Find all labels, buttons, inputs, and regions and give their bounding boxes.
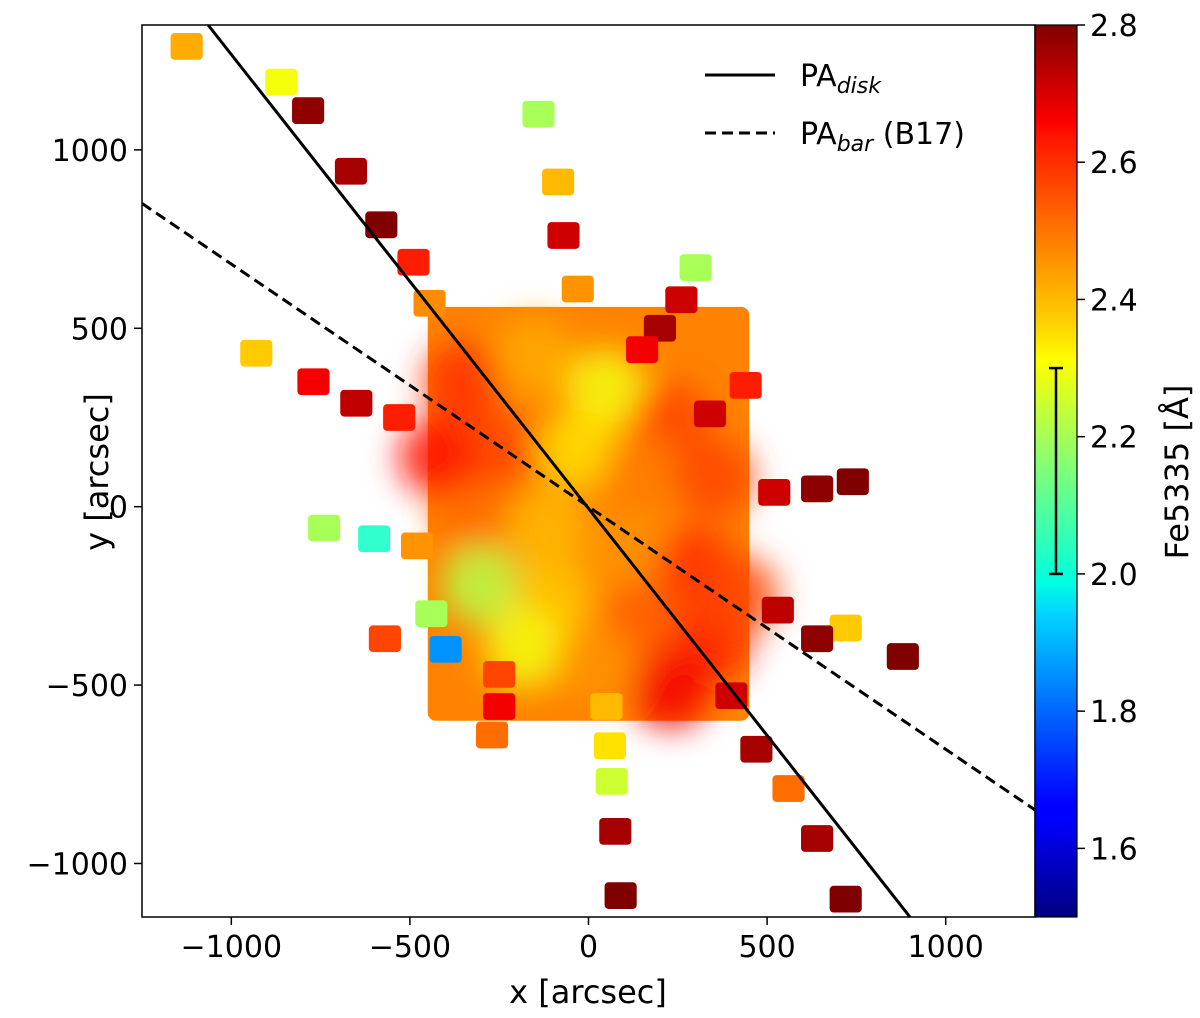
legend: PAdisk PAbar (B17) [705,59,965,157]
tile-6 [397,248,430,276]
x-tick-label: −1000 [181,930,282,965]
x-tick-label: 0 [579,930,598,965]
variation-blob-8 [673,438,754,519]
tile-25 [590,693,623,720]
tile-11 [383,404,416,431]
legend-label-2: PAbar (B17) [800,117,965,157]
tile-45 [772,775,805,802]
colorbar-errorbar [1049,366,1063,576]
variation-blob-13 [441,545,522,626]
tile-9 [297,368,330,396]
tile-37 [801,475,834,503]
y-tick-label: 500 [71,312,128,347]
tile-3 [292,97,325,125]
x-tick-label: 500 [738,930,795,965]
tile-42 [886,643,919,670]
tile-36 [758,479,791,506]
y-axis: −1000 −500 0 500 1000 [27,134,142,882]
tile-35 [693,400,727,428]
x-tick-label: 1000 [908,930,984,965]
variation-blob-1 [423,341,504,422]
tile-2 [265,68,298,96]
variation-blob-21 [698,555,779,636]
variation-blob-20 [398,416,479,497]
x-tick-label: −500 [369,930,451,965]
y-tick-label: −1000 [27,847,128,882]
tile-13 [358,525,391,553]
tile-24 [561,275,594,303]
colorbar-tick-label: 2.2 [1090,421,1138,456]
tile-18 [483,660,516,688]
tile-15 [368,625,401,653]
pa-line-bar [142,202,1035,812]
tile-27 [595,768,628,795]
tile-19 [483,693,516,720]
tile-16 [415,600,448,628]
x-axis: −1000 −500 0 500 1000 [181,917,984,965]
colorbar-ticks: 1.6 1.8 2.0 2.2 2.4 2.6 2.8 [1077,9,1138,867]
variation-blob-3 [566,348,647,429]
tile-20 [475,721,509,749]
colorbar-tick-label: 1.8 [1090,695,1138,730]
tile-4 [334,157,368,185]
pa-lines [142,25,1035,917]
variation-blob-7 [602,434,683,515]
tile-10 [340,389,373,417]
tile-44 [740,735,773,763]
colorbar-tick-label: 2.6 [1090,146,1138,181]
tile-14 [400,532,434,560]
tile-28 [599,817,632,845]
colorbar-tick-label: 1.6 [1090,832,1138,867]
central-region-variation [398,316,779,729]
tile-30 [679,254,712,282]
tile-29 [604,882,637,909]
y-axis-label: y [arcsec] [78,393,116,551]
tile-17 [429,636,462,663]
colorbar-tick-label: 2.4 [1090,283,1138,318]
variation-blob-19 [630,648,711,729]
tile-47 [829,885,862,913]
x-axis-label: x [arcsec] [509,973,667,1011]
tile-23 [547,222,580,249]
plot-area [141,24,1036,918]
legend-label-1: PAdisk [800,59,882,99]
variation-blob-9 [434,480,515,561]
tile-26 [593,732,627,760]
tile-12 [308,514,341,542]
y-tick-label: 1000 [52,134,128,169]
tile-34 [729,371,762,399]
variation-blob-5 [459,409,540,490]
variation-blob-2 [494,316,575,397]
y-tick-label: −500 [46,669,128,704]
pa-line-disk [206,25,912,917]
tile-32 [643,314,677,342]
tile-22 [542,168,575,196]
tile-46 [801,825,834,852]
colorbar-tick-label: 2.8 [1090,9,1138,44]
tile-8 [240,339,273,367]
tile-33 [626,336,659,364]
colorbar-label: Fe5335 [Å] [1158,385,1196,560]
variation-blob-18 [555,623,636,704]
tile-40 [801,625,834,653]
variation-blob-10 [505,488,586,569]
pointing-tiles [170,33,919,913]
tile-21 [522,100,555,128]
tile-31 [665,286,698,314]
tile-38 [836,468,869,496]
colorbar: 1.6 1.8 2.0 2.2 2.4 2.6 2.8 Fe5335 [Å] [1034,9,1196,918]
central-region [398,306,779,729]
colorbar-tick-label: 2.0 [1090,558,1138,593]
tile-39 [829,614,862,642]
tile-1 [170,33,203,60]
tile-5 [365,211,398,239]
y-tick-label: 0 [109,491,128,526]
tile-41 [761,596,794,624]
